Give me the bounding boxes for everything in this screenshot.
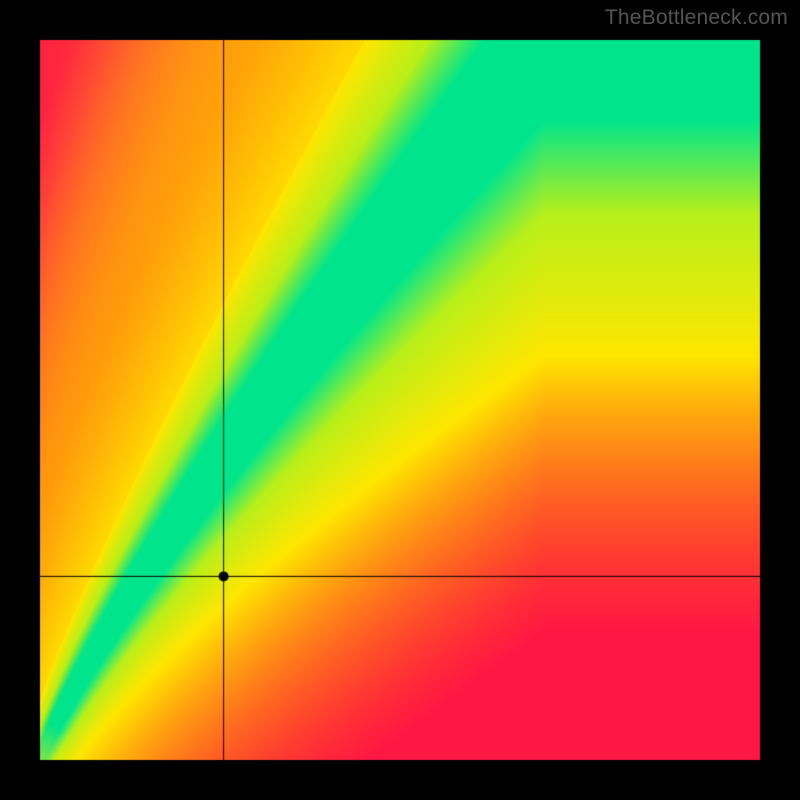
watermark-text: TheBottleneck.com	[605, 6, 788, 30]
bottleneck-heatmap	[0, 0, 800, 800]
